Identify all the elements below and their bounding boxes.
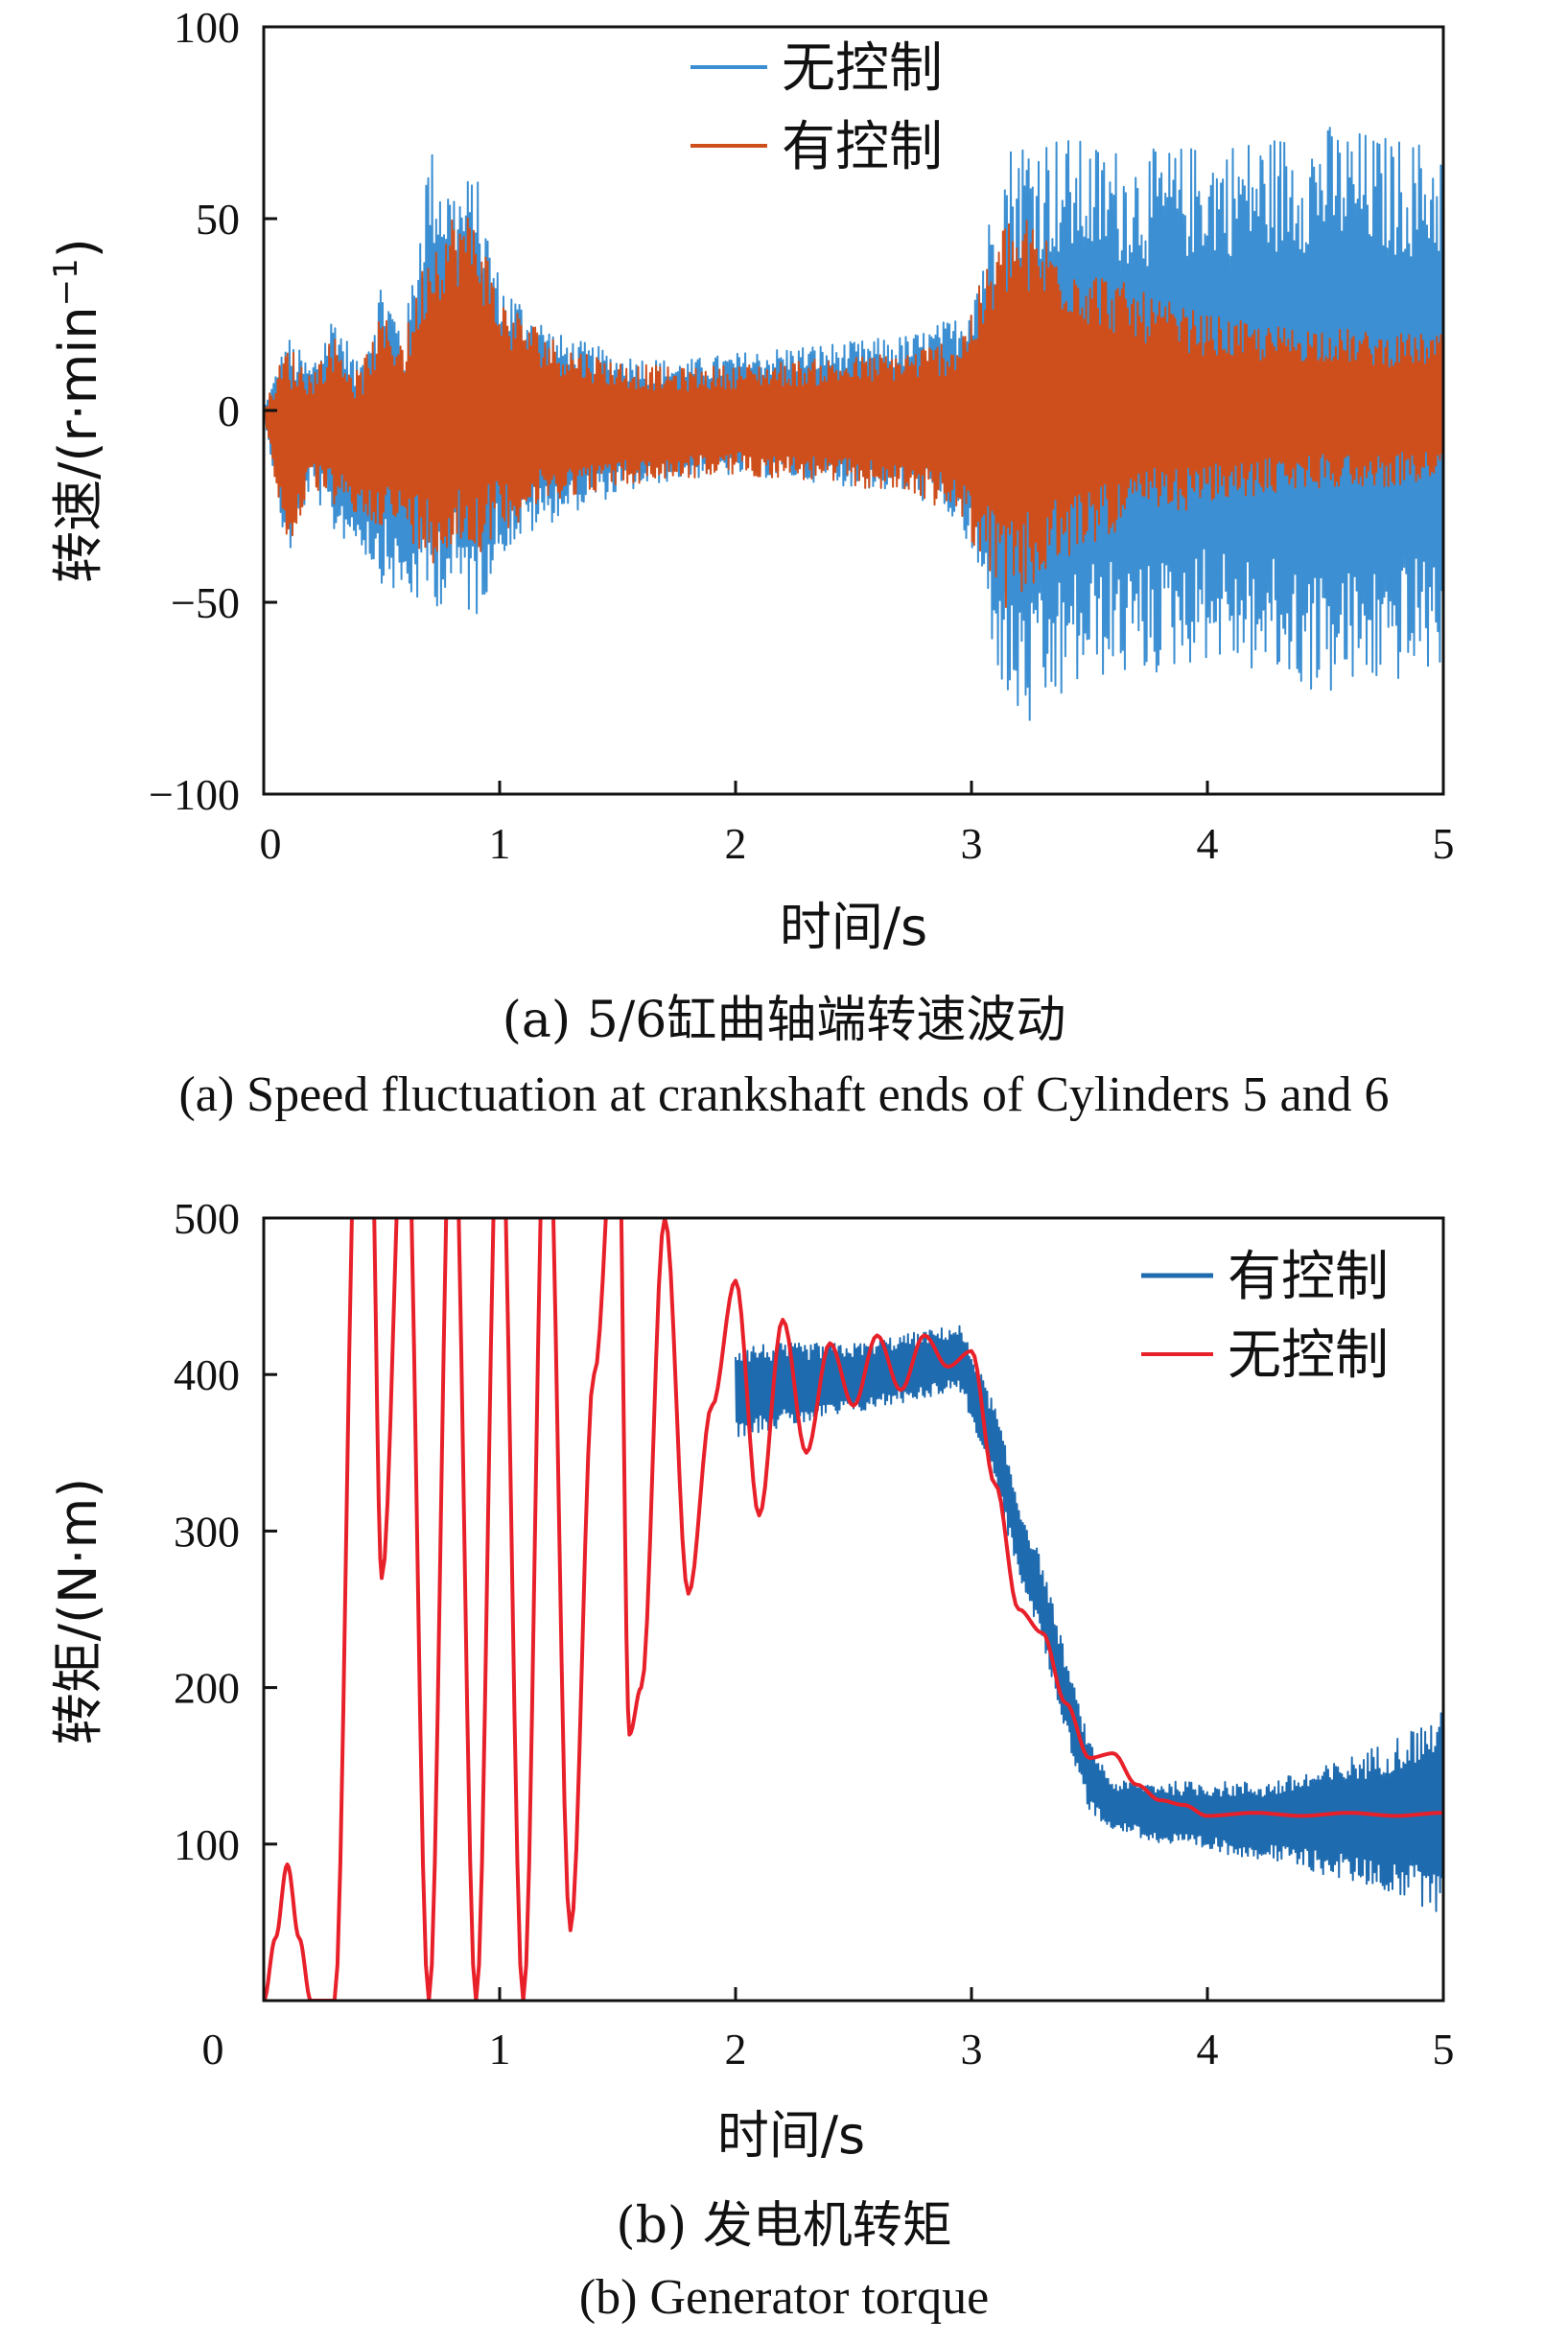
speed-chart-y-tick-label: −50 xyxy=(171,578,240,627)
speed-chart-y-tick-label: −100 xyxy=(149,770,240,819)
speed-chart-y-axis-label-main: 转速/(r·min xyxy=(48,306,108,582)
torque-chart-series-2 xyxy=(264,1218,1443,2001)
caption-b-chinese: (b) 发电机转矩 xyxy=(616,2197,952,2255)
speed-chart-series-layer xyxy=(264,127,1443,721)
torque-chart-y-tick-label: 200 xyxy=(174,1664,240,1713)
torque-chart-x-tick-label: 5 xyxy=(1433,2025,1455,2074)
torque-chart-x-tick-label: 4 xyxy=(1197,2025,1219,2074)
speed-chart: 0 1 2 3 4 5 −100 −50 0 50 100 时间/s 转速/(r·min−1) 无… xyxy=(47,3,1455,957)
torque-chart-y-ticks: 100 200 300 400 500 xyxy=(174,1194,277,1869)
torque-chart-y-tick-label: 100 xyxy=(174,1820,240,1869)
torque-chart-series-layer xyxy=(264,1218,1443,2001)
speed-chart-x-tick-label: 1 xyxy=(489,819,511,868)
legend-label-controlled-a: 有控制 xyxy=(782,116,943,178)
torque-chart-y-tick-label: 400 xyxy=(174,1350,240,1399)
speed-chart-series-2 xyxy=(264,217,1443,608)
speed-chart-x-tick-label: 3 xyxy=(961,819,983,868)
legend-label-controlled-b: 有控制 xyxy=(1228,1246,1389,1308)
torque-chart-x-ticks: 0 1 2 3 4 5 xyxy=(202,1987,1455,2074)
legend-label-uncontrolled-b: 无控制 xyxy=(1228,1324,1389,1387)
speed-chart-x-ticks: 0 1 2 3 4 5 xyxy=(260,781,1455,868)
torque-chart-frame xyxy=(262,1216,1445,2003)
speed-chart-x-tick-label: 0 xyxy=(260,819,282,868)
torque-chart-y-tick-label: 500 xyxy=(174,1194,240,1243)
torque-chart-y-tick-label: 300 xyxy=(174,1507,240,1556)
speed-chart-legend: 无控制 有控制 xyxy=(690,37,943,178)
torque-chart: 0 1 2 3 4 5 100 200 300 400 500 时间/s 转矩/(N·m) 有控制… xyxy=(48,1194,1455,2166)
caption-a-chinese: (a) 5/6缸曲轴端转速波动 xyxy=(502,992,1066,1049)
speed-chart-x-axis-label: 时间/s xyxy=(780,897,927,957)
torque-chart-series-1 xyxy=(735,1324,1443,1912)
speed-chart-y-ticks: −100 −50 0 50 100 xyxy=(149,3,277,819)
caption-b-english: (b) Generator torque xyxy=(578,2270,990,2325)
legend-label-uncontrolled-a: 无控制 xyxy=(782,37,943,100)
speed-chart-y-tick-label: 100 xyxy=(174,3,240,52)
torque-chart-legend: 有控制 无控制 xyxy=(1141,1246,1389,1387)
speed-chart-y-axis-label-close: ) xyxy=(48,238,108,258)
speed-chart-y-tick-label: 50 xyxy=(196,195,240,244)
speed-chart-x-tick-label: 5 xyxy=(1433,819,1455,868)
torque-chart-x-tick-label: 2 xyxy=(725,2025,747,2074)
speed-chart-y-axis-label-sup: −1 xyxy=(47,258,85,306)
caption-a-english: (a) Speed fluctuation at crankshaft ends… xyxy=(178,1067,1390,1122)
speed-chart-x-tick-label: 4 xyxy=(1197,819,1219,868)
torque-chart-x-axis-label: 时间/s xyxy=(717,2105,865,2166)
torque-chart-x-tick-label: 1 xyxy=(489,2025,511,2074)
torque-chart-x-tick-label: 3 xyxy=(961,2025,983,2074)
torque-chart-y-axis-label: 转矩/(N·m) xyxy=(48,1478,108,1746)
speed-chart-x-tick-label: 2 xyxy=(725,819,747,868)
torque-chart-x-tick-label: 0 xyxy=(202,2025,224,2074)
speed-chart-y-axis-label: 转速/(r·min−1) xyxy=(47,238,108,583)
speed-chart-y-tick-label: 0 xyxy=(218,387,240,435)
